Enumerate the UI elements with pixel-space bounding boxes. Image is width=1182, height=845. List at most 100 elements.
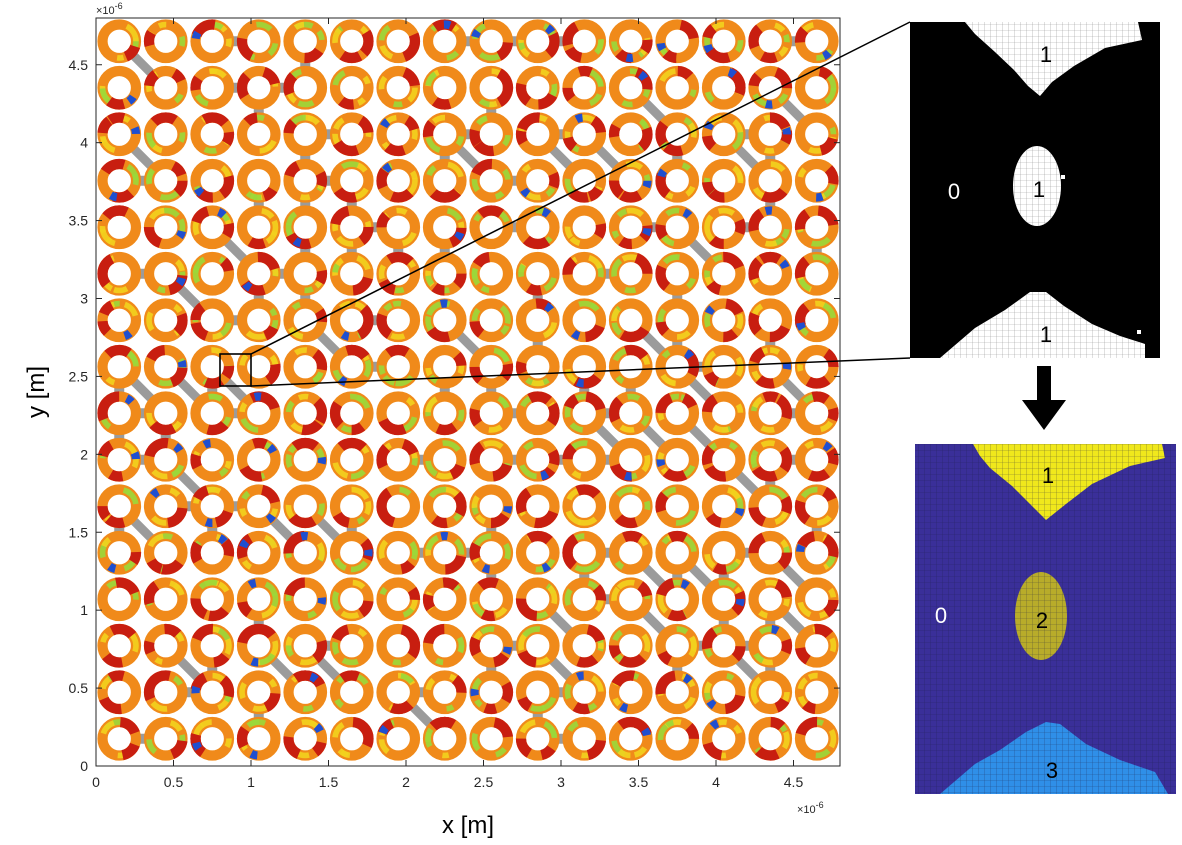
ring bbox=[376, 484, 421, 529]
x-tick-label: 4.5 bbox=[784, 774, 804, 790]
ring bbox=[515, 716, 560, 761]
label-text-2: 2 bbox=[1036, 608, 1048, 633]
ring bbox=[794, 344, 839, 389]
connector bbox=[637, 559, 671, 593]
ring bbox=[283, 530, 328, 575]
y-tick-label: 0.5 bbox=[69, 680, 89, 696]
ring bbox=[748, 158, 793, 203]
x-tick-label: 2 bbox=[402, 774, 410, 790]
y-tick-label: 4.5 bbox=[69, 57, 89, 73]
ring bbox=[143, 19, 188, 64]
ring bbox=[562, 623, 607, 668]
ring bbox=[608, 65, 653, 110]
ring bbox=[283, 158, 328, 203]
ring bbox=[608, 391, 653, 436]
ring bbox=[329, 19, 374, 64]
x-tick-label: 3.5 bbox=[629, 774, 649, 790]
ring bbox=[236, 251, 281, 296]
ring bbox=[748, 19, 793, 64]
ring bbox=[376, 251, 421, 296]
y-tick-label: 4 bbox=[80, 135, 88, 151]
ring bbox=[97, 484, 142, 529]
zoom-line-top bbox=[250, 21, 911, 355]
ring bbox=[97, 112, 142, 157]
ring bbox=[143, 298, 188, 343]
ring bbox=[190, 158, 235, 203]
ring bbox=[655, 670, 700, 715]
ring bbox=[422, 344, 467, 389]
ring bbox=[190, 437, 235, 482]
ring bbox=[422, 205, 467, 250]
connector bbox=[172, 280, 206, 314]
ring bbox=[608, 19, 653, 64]
ring bbox=[469, 391, 514, 436]
connector bbox=[730, 466, 764, 500]
ring bbox=[283, 65, 328, 110]
ring bbox=[655, 716, 700, 761]
ring bbox=[794, 484, 839, 529]
ring bbox=[143, 391, 188, 436]
connector bbox=[777, 606, 810, 639]
ring bbox=[701, 158, 746, 203]
ring bbox=[283, 205, 328, 250]
connector bbox=[637, 606, 671, 639]
ring bbox=[562, 19, 607, 64]
ring bbox=[562, 158, 607, 203]
ring bbox=[748, 112, 793, 157]
ring bbox=[143, 530, 188, 575]
main-plot: 0 0.5 1 1.5 2 2.5 3 3.5 4 4.5 0 0.5 1 1.5 2 2.5 3 3.5 4 4.… bbox=[69, 17, 841, 790]
ring bbox=[329, 670, 374, 715]
ring bbox=[515, 670, 560, 715]
x-exponent: ×10-6 bbox=[797, 800, 824, 816]
ring bbox=[562, 530, 607, 575]
ring bbox=[515, 112, 560, 157]
ring bbox=[422, 716, 467, 761]
ring bbox=[190, 623, 235, 668]
ring bbox=[608, 577, 653, 622]
connector bbox=[591, 420, 624, 453]
ring bbox=[469, 298, 514, 343]
ring bbox=[329, 205, 374, 250]
ring bbox=[608, 530, 653, 575]
ring bbox=[143, 251, 188, 296]
ring bbox=[794, 437, 839, 482]
ring bbox=[562, 298, 607, 343]
ring bbox=[236, 670, 281, 715]
ring bbox=[794, 716, 839, 761]
ring bbox=[515, 437, 560, 482]
ring bbox=[329, 158, 374, 203]
ring bbox=[655, 205, 700, 250]
connector bbox=[405, 699, 438, 732]
connector bbox=[684, 559, 717, 593]
ring-array bbox=[97, 19, 839, 761]
ring bbox=[376, 298, 421, 343]
y-tick-label: 1.5 bbox=[69, 524, 89, 540]
ring bbox=[469, 623, 514, 668]
ring bbox=[236, 391, 281, 436]
ring bbox=[97, 19, 142, 64]
ring bbox=[190, 484, 235, 529]
connector bbox=[777, 94, 810, 128]
ring bbox=[97, 577, 142, 622]
ring bbox=[701, 484, 746, 529]
y-tick-label: 3 bbox=[80, 291, 88, 307]
ring bbox=[190, 298, 235, 343]
ring bbox=[283, 298, 328, 343]
ring bbox=[794, 623, 839, 668]
ring bbox=[376, 344, 421, 389]
ring bbox=[748, 716, 793, 761]
binary-label-center: 1 bbox=[1033, 177, 1045, 202]
ring bbox=[515, 530, 560, 575]
ring bbox=[608, 298, 653, 343]
ring bbox=[515, 623, 560, 668]
ring bbox=[422, 391, 467, 436]
ring bbox=[562, 65, 607, 110]
ring bbox=[515, 19, 560, 64]
ring bbox=[236, 577, 281, 622]
ring bbox=[608, 670, 653, 715]
ring bbox=[562, 437, 607, 482]
ring bbox=[748, 623, 793, 668]
connector bbox=[637, 420, 671, 453]
ring bbox=[190, 251, 235, 296]
ring bbox=[97, 670, 142, 715]
